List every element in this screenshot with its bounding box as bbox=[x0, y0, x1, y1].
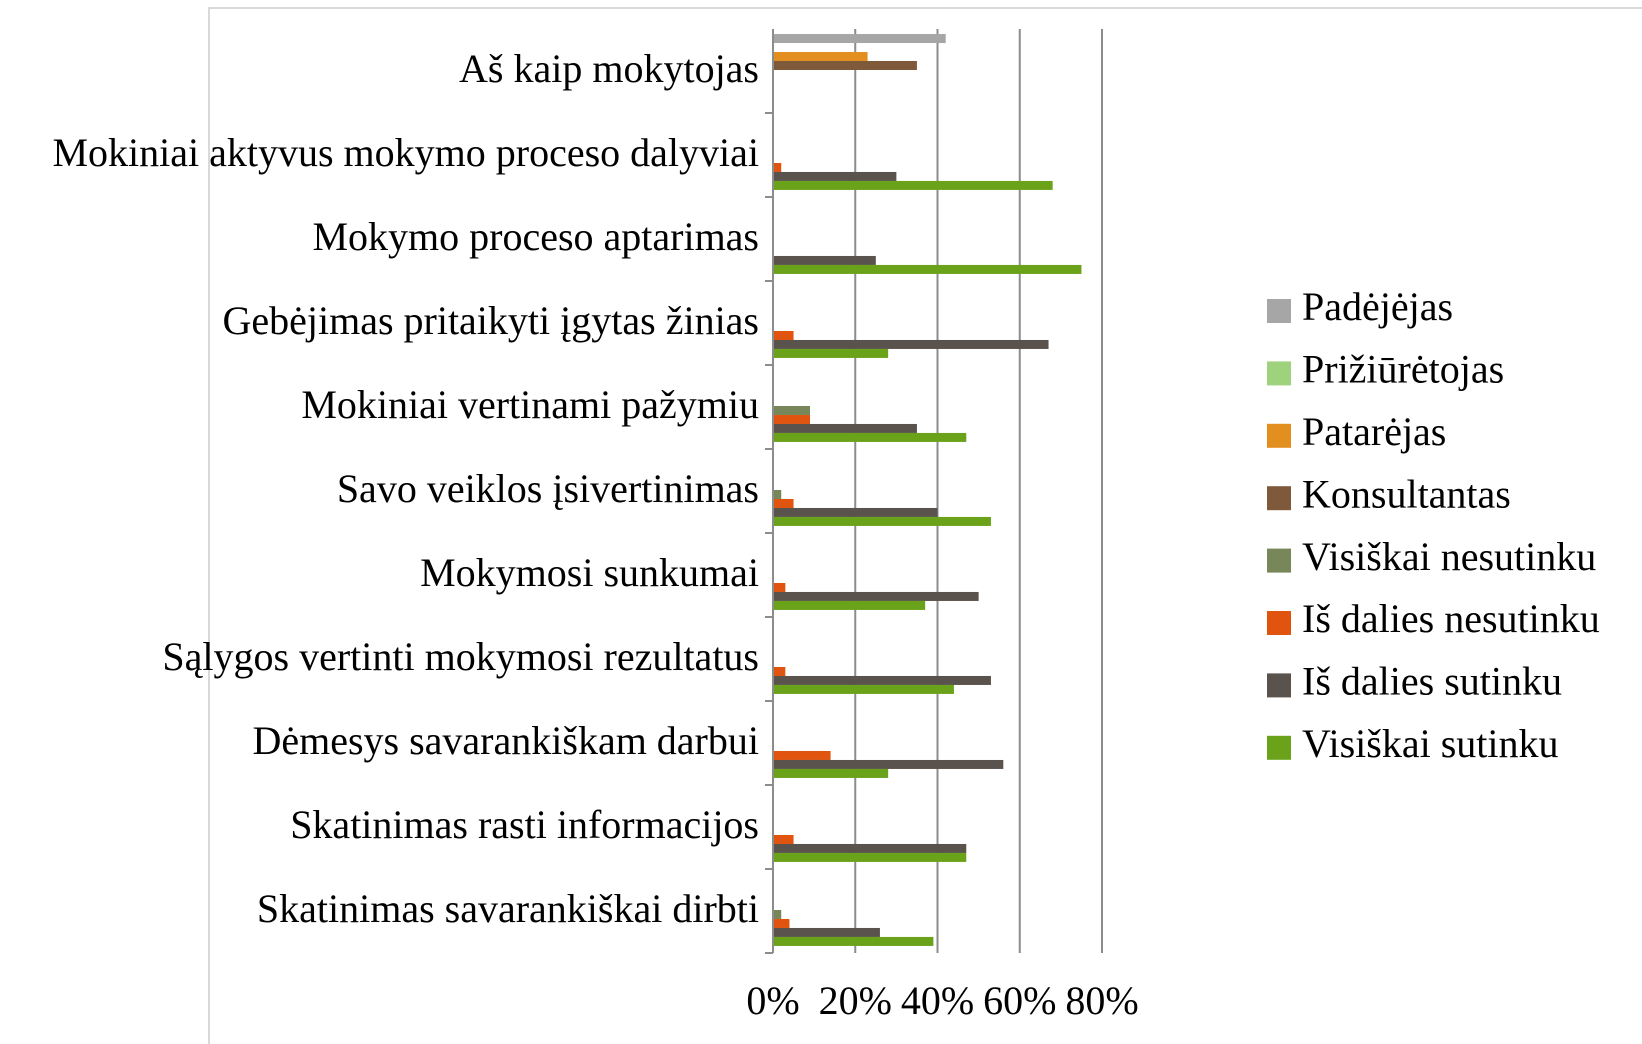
y-tick-label: Mokymo proceso aptarimas bbox=[312, 214, 759, 259]
bar bbox=[773, 180, 1053, 190]
bar bbox=[773, 684, 954, 694]
x-tick-label: 60% bbox=[983, 978, 1056, 1023]
x-tick-label: 0% bbox=[746, 978, 799, 1023]
legend-label: Iš dalies sutinku bbox=[1302, 659, 1562, 704]
bar bbox=[773, 927, 880, 937]
legend-swatch bbox=[1267, 611, 1291, 635]
bar bbox=[773, 582, 786, 592]
legend-swatch bbox=[1267, 548, 1291, 573]
legend-swatch bbox=[1267, 486, 1291, 511]
legend-label: Prižiūrėtojas bbox=[1302, 347, 1504, 392]
bar bbox=[773, 591, 979, 601]
bar bbox=[773, 34, 946, 44]
y-tick-label: Gebėjimas pritaikyti įgytas žinias bbox=[222, 298, 759, 343]
y-tick-label: Skatinimas savarankiškai dirbti bbox=[257, 886, 759, 931]
bar bbox=[773, 759, 1004, 769]
y-tick-label: Aš kaip mokytojas bbox=[459, 46, 759, 91]
y-tick-label: Sąlygos vertinti mokymosi rezultatus bbox=[162, 634, 759, 679]
bar bbox=[773, 339, 1049, 349]
bar bbox=[773, 171, 897, 181]
x-tick-label: 40% bbox=[901, 978, 974, 1023]
bar bbox=[773, 852, 967, 862]
bar bbox=[773, 843, 967, 853]
bar bbox=[773, 423, 917, 433]
bar bbox=[773, 600, 926, 610]
legend-label: Konsultantas bbox=[1302, 471, 1511, 516]
chart-border bbox=[208, 7, 1642, 1044]
legend-swatch bbox=[1267, 423, 1291, 448]
legend-swatch bbox=[1267, 361, 1291, 386]
legend-label: Patarėjas bbox=[1302, 409, 1446, 454]
bar bbox=[773, 264, 1082, 274]
bar bbox=[773, 414, 811, 424]
legend-swatch bbox=[1267, 735, 1291, 760]
bar bbox=[773, 405, 811, 415]
legend-label: Visiškai sutinku bbox=[1302, 721, 1559, 766]
bar bbox=[773, 61, 917, 70]
bar bbox=[773, 936, 934, 946]
legend-swatch bbox=[1267, 673, 1291, 698]
bar bbox=[773, 750, 831, 760]
legend-swatch bbox=[1267, 299, 1291, 323]
y-tick-label: Mokiniai vertinami pažymiu bbox=[301, 382, 759, 427]
x-tick-label: 20% bbox=[819, 978, 892, 1023]
bar bbox=[773, 666, 786, 676]
legend-label: Iš dalies nesutinku bbox=[1302, 596, 1600, 641]
y-tick-label: Mokiniai aktyvus mokymo proceso dalyviai bbox=[52, 130, 759, 175]
y-tick-label: Skatinimas rasti informacijos bbox=[290, 802, 759, 847]
bar bbox=[773, 507, 938, 517]
bar bbox=[773, 675, 991, 685]
y-tick-label: Savo veiklos įsivertinimas bbox=[337, 466, 759, 511]
x-tick-label: 80% bbox=[1065, 978, 1138, 1023]
bar bbox=[773, 432, 967, 442]
bar bbox=[773, 768, 889, 778]
y-tick-label: Dėmesys savarankiškam darbui bbox=[252, 718, 759, 763]
bar bbox=[773, 834, 794, 844]
legend-label: Padėjėjas bbox=[1302, 284, 1453, 329]
legend-label: Visiškai nesutinku bbox=[1302, 534, 1596, 579]
bar bbox=[773, 516, 991, 526]
bar bbox=[773, 918, 790, 928]
bar bbox=[773, 348, 889, 358]
bar bbox=[773, 909, 782, 919]
bar bbox=[773, 330, 794, 340]
bar bbox=[773, 489, 782, 499]
bar bbox=[773, 498, 794, 508]
bar bbox=[773, 255, 876, 265]
bar bbox=[773, 162, 782, 172]
bar bbox=[773, 52, 868, 62]
y-tick-label: Mokymosi sunkumai bbox=[420, 550, 759, 595]
